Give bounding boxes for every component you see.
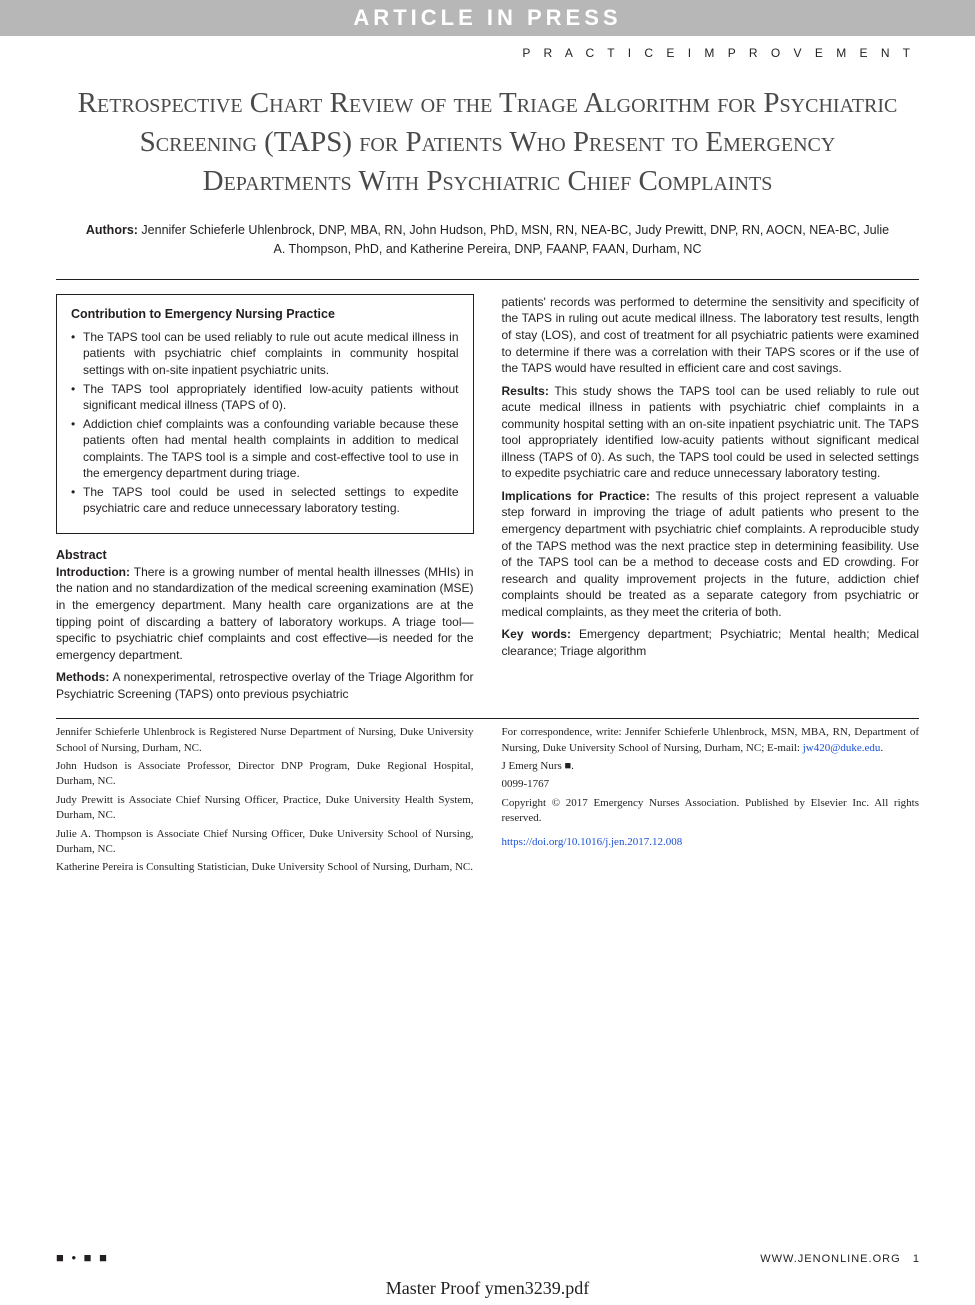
section-tag: P R A C T I C E I M P R O V E M E N T xyxy=(0,36,975,60)
contribution-item: The TAPS tool could be used in selected … xyxy=(71,484,459,517)
keywords-label: Key words: xyxy=(502,627,571,641)
doi-link[interactable]: https://doi.org/10.1016/j.jen.2017.12.00… xyxy=(502,836,683,848)
results-label: Results: xyxy=(502,384,549,398)
affil-item: Jennifer Schieferle Uhlenbrock is Regist… xyxy=(56,725,474,756)
abstract-methods: Methods: A nonexperimental, retrospectiv… xyxy=(56,669,474,702)
page-footer: ■ • ■ ■ WWW.JENONLINE.ORG 1 xyxy=(56,1250,919,1265)
abstract-heading: Abstract xyxy=(56,548,474,562)
contribution-box: Contribution to Emergency Nursing Practi… xyxy=(56,294,474,534)
results-text: This study shows the TAPS tool can be us… xyxy=(502,384,920,481)
contribution-item: The TAPS tool appropriately identified l… xyxy=(71,381,459,414)
affil-item: Katherine Pereira is Consulting Statisti… xyxy=(56,860,474,875)
abstract-two-columns: Contribution to Emergency Nursing Practi… xyxy=(0,280,975,718)
corr-email-link[interactable]: jw420@duke.edu xyxy=(803,742,881,754)
affil-item: John Hudson is Associate Professor, Dire… xyxy=(56,759,474,790)
affiliations-right: For correspondence, write: Jennifer Schi… xyxy=(502,725,920,879)
page-number: 1 xyxy=(913,1253,919,1265)
abstract-intro: Introduction: There is a growing number … xyxy=(56,564,474,663)
master-proof-label: Master Proof ymen3239.pdf xyxy=(0,1278,975,1299)
site-url: WWW.JENONLINE.ORG xyxy=(760,1253,900,1265)
intro-label: Introduction: xyxy=(56,565,130,579)
affil-item: Judy Prewitt is Associate Chief Nursing … xyxy=(56,793,474,824)
journal-cite: J Emerg Nurs ■. xyxy=(502,759,920,774)
issue-dots: ■ • ■ ■ xyxy=(56,1250,109,1265)
footer-right: WWW.JENONLINE.ORG 1 xyxy=(760,1253,919,1265)
correspondence: For correspondence, write: Jennifer Schi… xyxy=(502,725,920,756)
implications-label: Implications for Practice: xyxy=(502,489,650,503)
implications-text: The results of this project represent a … xyxy=(502,489,920,619)
authors-line: Authors: Jennifer Schieferle Uhlenbrock,… xyxy=(0,209,975,279)
methods-label: Methods: xyxy=(56,670,109,684)
affiliations-left: Jennifer Schieferle Uhlenbrock is Regist… xyxy=(56,725,474,879)
methods-text: A nonexperimental, retrospective overlay… xyxy=(56,670,474,701)
left-column: Contribution to Emergency Nursing Practi… xyxy=(56,294,474,708)
contribution-heading: Contribution to Emergency Nursing Practi… xyxy=(71,307,459,321)
contribution-item: The TAPS tool can be used reliably to ru… xyxy=(71,329,459,379)
intro-text: There is a growing number of mental heal… xyxy=(56,565,474,662)
abstract-implications: Implications for Practice: The results o… xyxy=(502,488,920,620)
issn: 0099-1767 xyxy=(502,777,920,792)
affil-item: Julie A. Thompson is Associate Chief Nur… xyxy=(56,827,474,858)
contribution-item: Addiction chief complaints was a confoun… xyxy=(71,416,459,482)
copyright: Copyright © 2017 Emergency Nurses Associ… xyxy=(502,796,920,827)
right-column: patients' records was performed to deter… xyxy=(502,294,920,708)
affiliations-row: Jennifer Schieferle Uhlenbrock is Regist… xyxy=(0,719,975,879)
banner-text: ARTICLE IN PRESS xyxy=(353,5,621,31)
contribution-list: The TAPS tool can be used reliably to ru… xyxy=(71,329,459,517)
authors-text: Jennifer Schieferle Uhlenbrock, DNP, MBA… xyxy=(141,223,889,256)
methods-continuation: patients' records was performed to deter… xyxy=(502,294,920,377)
article-title: Retrospective Chart Review of the Triage… xyxy=(0,60,975,209)
abstract-left: Abstract Introduction: There is a growin… xyxy=(56,548,474,702)
abstract-results: Results: This study shows the TAPS tool … xyxy=(502,383,920,482)
authors-label: Authors: xyxy=(86,223,138,237)
keywords: Key words: Emergency department; Psychia… xyxy=(502,626,920,659)
article-in-press-banner: ARTICLE IN PRESS xyxy=(0,0,975,36)
